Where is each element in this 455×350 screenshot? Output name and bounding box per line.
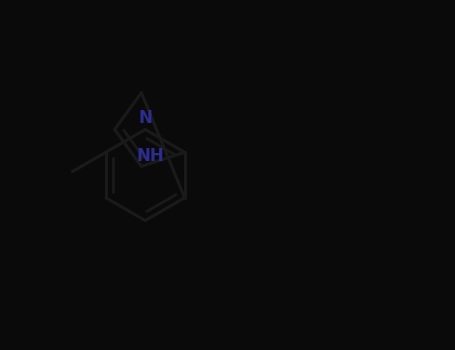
Text: NH: NH (136, 147, 164, 165)
Text: N: N (138, 109, 152, 127)
